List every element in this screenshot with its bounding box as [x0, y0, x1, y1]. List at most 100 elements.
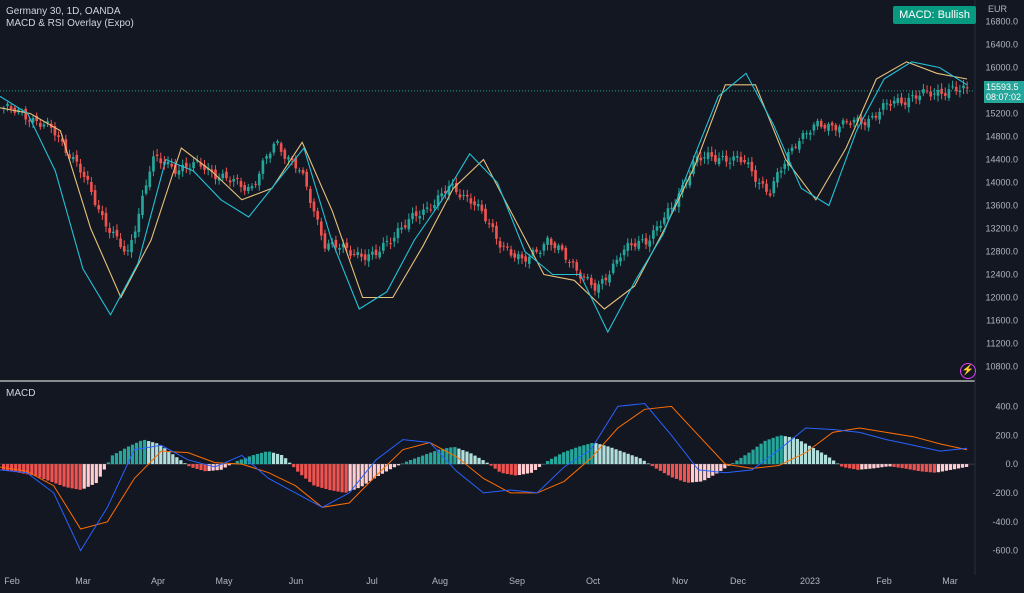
candle-body: [571, 261, 575, 263]
candle-body: [360, 253, 363, 257]
candle-body: [316, 211, 319, 220]
candle-body: [126, 250, 130, 252]
macd-histogram-bar: [300, 464, 304, 476]
macd-histogram-bar: [171, 454, 175, 465]
lightning-bolt-icon[interactable]: ⚡: [960, 363, 976, 379]
macd-histogram-bar: [525, 464, 530, 474]
time-tick-label: May: [215, 576, 233, 586]
symbol-title[interactable]: Germany 30, 1D, OANDA: [6, 6, 121, 17]
macd-histogram-bar: [42, 464, 46, 480]
macd-pane-label[interactable]: MACD: [6, 388, 36, 399]
candle-body: [108, 228, 111, 233]
candle-body: [458, 194, 462, 198]
macd-tick-label: -200.0: [992, 488, 1018, 498]
candle-body: [637, 240, 641, 249]
macd-histogram-bar: [340, 464, 344, 493]
macd-histogram-bar: [235, 460, 239, 465]
macd-histogram-bar: [864, 464, 868, 470]
macd-histogram-bar: [731, 463, 735, 465]
macd-histogram-bar: [908, 464, 912, 470]
macd-histogram-bar: [292, 464, 296, 468]
candle-body: [874, 115, 878, 118]
macd-histogram-bar: [94, 464, 98, 484]
macd-histogram-bar: [719, 464, 723, 471]
macd-histogram-bar: [860, 464, 864, 470]
macd-histogram-bar: [255, 453, 260, 465]
macd-histogram-bar: [223, 464, 227, 468]
candle-body: [111, 231, 115, 234]
macd-histogram-bar: [412, 458, 417, 465]
macd-histogram-bar: [936, 464, 940, 473]
candle-body: [257, 173, 261, 186]
candle-body: [184, 162, 188, 168]
candle-body: [575, 262, 579, 271]
candle-body: [816, 120, 819, 127]
macd-histogram-bar: [207, 464, 211, 471]
macd-histogram-bar: [485, 462, 489, 465]
macd-histogram-bar: [34, 464, 38, 477]
macd-histogram-bar: [159, 445, 163, 465]
candle-body: [487, 223, 491, 225]
candle-body: [903, 102, 907, 105]
candle-body: [68, 154, 71, 159]
candle-body: [922, 89, 925, 94]
candle-body: [374, 249, 378, 256]
candle-body: [31, 118, 35, 123]
macd-histogram-bar: [711, 464, 715, 476]
candle-body: [757, 182, 761, 185]
candle-body: [779, 170, 783, 173]
candle-body: [407, 219, 411, 230]
macd-histogram-bar: [626, 453, 630, 465]
candle-body: [64, 139, 68, 153]
candle-body: [246, 187, 250, 192]
candle-body: [115, 229, 119, 237]
macd-histogram-bar: [328, 464, 332, 491]
macd-histogram-bar: [880, 464, 884, 468]
macd-histogram-bar: [602, 445, 606, 465]
macd-histogram-bar: [545, 461, 550, 465]
candle-body: [130, 240, 133, 253]
macd-histogram-bar: [944, 464, 949, 471]
candle-body: [272, 143, 276, 153]
candle-body: [451, 184, 454, 186]
macd-histogram-bar: [928, 464, 932, 473]
candle-body: [82, 171, 86, 177]
macd-histogram-bar: [521, 464, 525, 475]
price-tick-label: 15200.0: [985, 109, 1018, 119]
time-tick-label: Feb: [4, 576, 20, 586]
macd-histogram-bar: [219, 464, 223, 470]
macd-pane[interactable]: [0, 402, 975, 552]
macd-histogram-bar: [271, 452, 276, 465]
candle-body: [250, 186, 254, 189]
candle-body: [542, 244, 546, 251]
macd-histogram-bar: [836, 463, 840, 465]
macd-tick-label: 0.0: [1005, 459, 1018, 469]
candle-body: [283, 149, 287, 159]
candle-body: [363, 254, 367, 260]
time-tick-label: Jun: [289, 576, 304, 586]
macd-histogram-bar: [243, 457, 247, 465]
macd-histogram-bar: [465, 451, 469, 465]
candle-body: [469, 198, 473, 204]
candle-body: [159, 158, 163, 164]
candle-body: [447, 185, 451, 196]
candle-body: [735, 156, 739, 158]
macd-histogram-bar: [167, 451, 171, 465]
candle-body: [739, 156, 743, 163]
candle-body: [699, 157, 703, 161]
macd-signal-badge: MACD: Bullish: [893, 6, 976, 24]
macd-histogram-bar: [856, 464, 860, 470]
macd-histogram-bar: [884, 464, 888, 467]
candle-body: [681, 185, 684, 193]
macd-histogram-bar: [779, 435, 783, 465]
price-tick-label: 13600.0: [985, 201, 1018, 211]
price-pane[interactable]: [0, 61, 975, 334]
candle-body: [728, 162, 732, 164]
price-tick-label: 16400.0: [985, 40, 1018, 50]
indicator-title[interactable]: MACD & RSI Overlay (Expo): [6, 18, 134, 29]
candle-body: [611, 263, 615, 273]
macd-histogram-bar: [509, 464, 513, 475]
candle-body: [808, 132, 812, 135]
